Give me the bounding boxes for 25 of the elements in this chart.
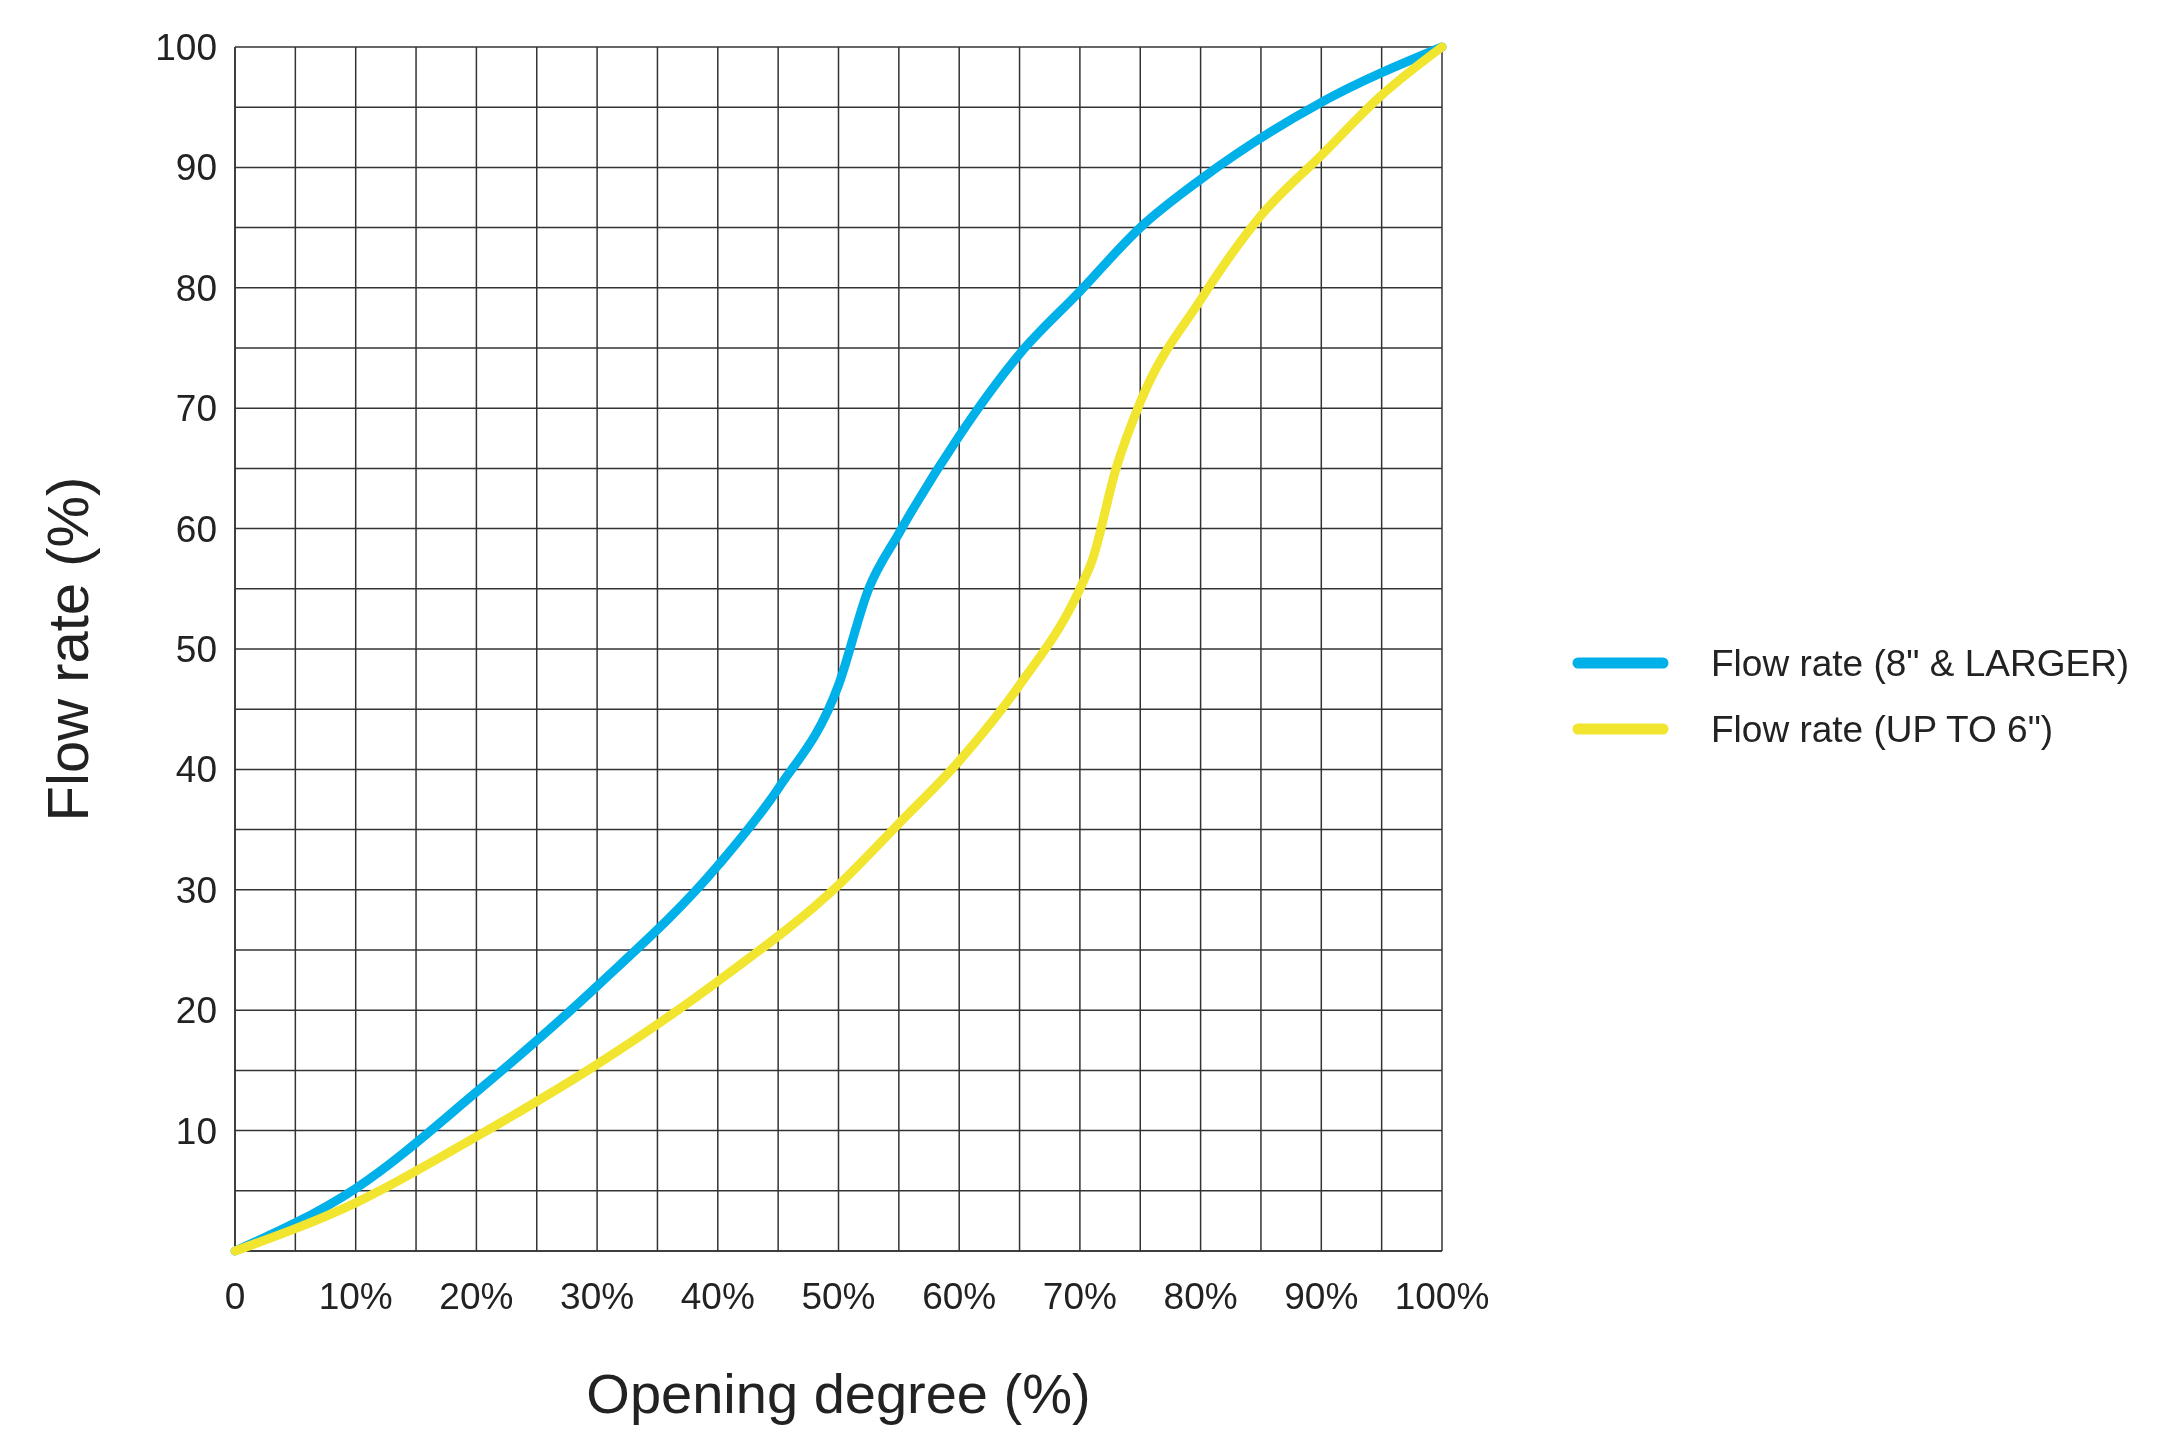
x-axis-title: Opening degree (%) bbox=[586, 1362, 1091, 1425]
x-tick-label: 40% bbox=[680, 1276, 755, 1317]
y-tick-label: 30 bbox=[175, 869, 217, 911]
x-tick-label: 20% bbox=[439, 1276, 514, 1317]
legend-label: Flow rate (UP TO 6") bbox=[1711, 708, 2054, 750]
y-tick-label: 90 bbox=[175, 147, 217, 189]
y-tick-label: 20 bbox=[175, 990, 217, 1032]
legend-label: Flow rate (8" & LARGER) bbox=[1711, 642, 2130, 684]
x-tick-label: 80% bbox=[1163, 1276, 1238, 1317]
x-tick-label: 30% bbox=[560, 1276, 635, 1317]
y-tick-label: 100 bbox=[155, 26, 217, 68]
x-tick-label: 70% bbox=[1042, 1276, 1117, 1317]
x-tick-label: 90% bbox=[1284, 1276, 1359, 1317]
y-tick-label: 60 bbox=[175, 508, 217, 550]
y-tick-label: 80 bbox=[175, 267, 217, 309]
y-tick-label: 40 bbox=[175, 749, 217, 791]
x-tick-label: 0 bbox=[224, 1276, 246, 1317]
y-tick-label: 10 bbox=[175, 1110, 217, 1152]
y-axis-title: Flow rate (%) bbox=[35, 476, 100, 822]
x-tick-label: 100% bbox=[1394, 1276, 1490, 1317]
y-tick-label: 70 bbox=[175, 388, 217, 430]
y-tick-label: 50 bbox=[175, 628, 217, 670]
x-tick-label: 50% bbox=[801, 1276, 876, 1317]
x-tick-label: 60% bbox=[922, 1276, 997, 1317]
x-tick-label: 10% bbox=[318, 1276, 393, 1317]
